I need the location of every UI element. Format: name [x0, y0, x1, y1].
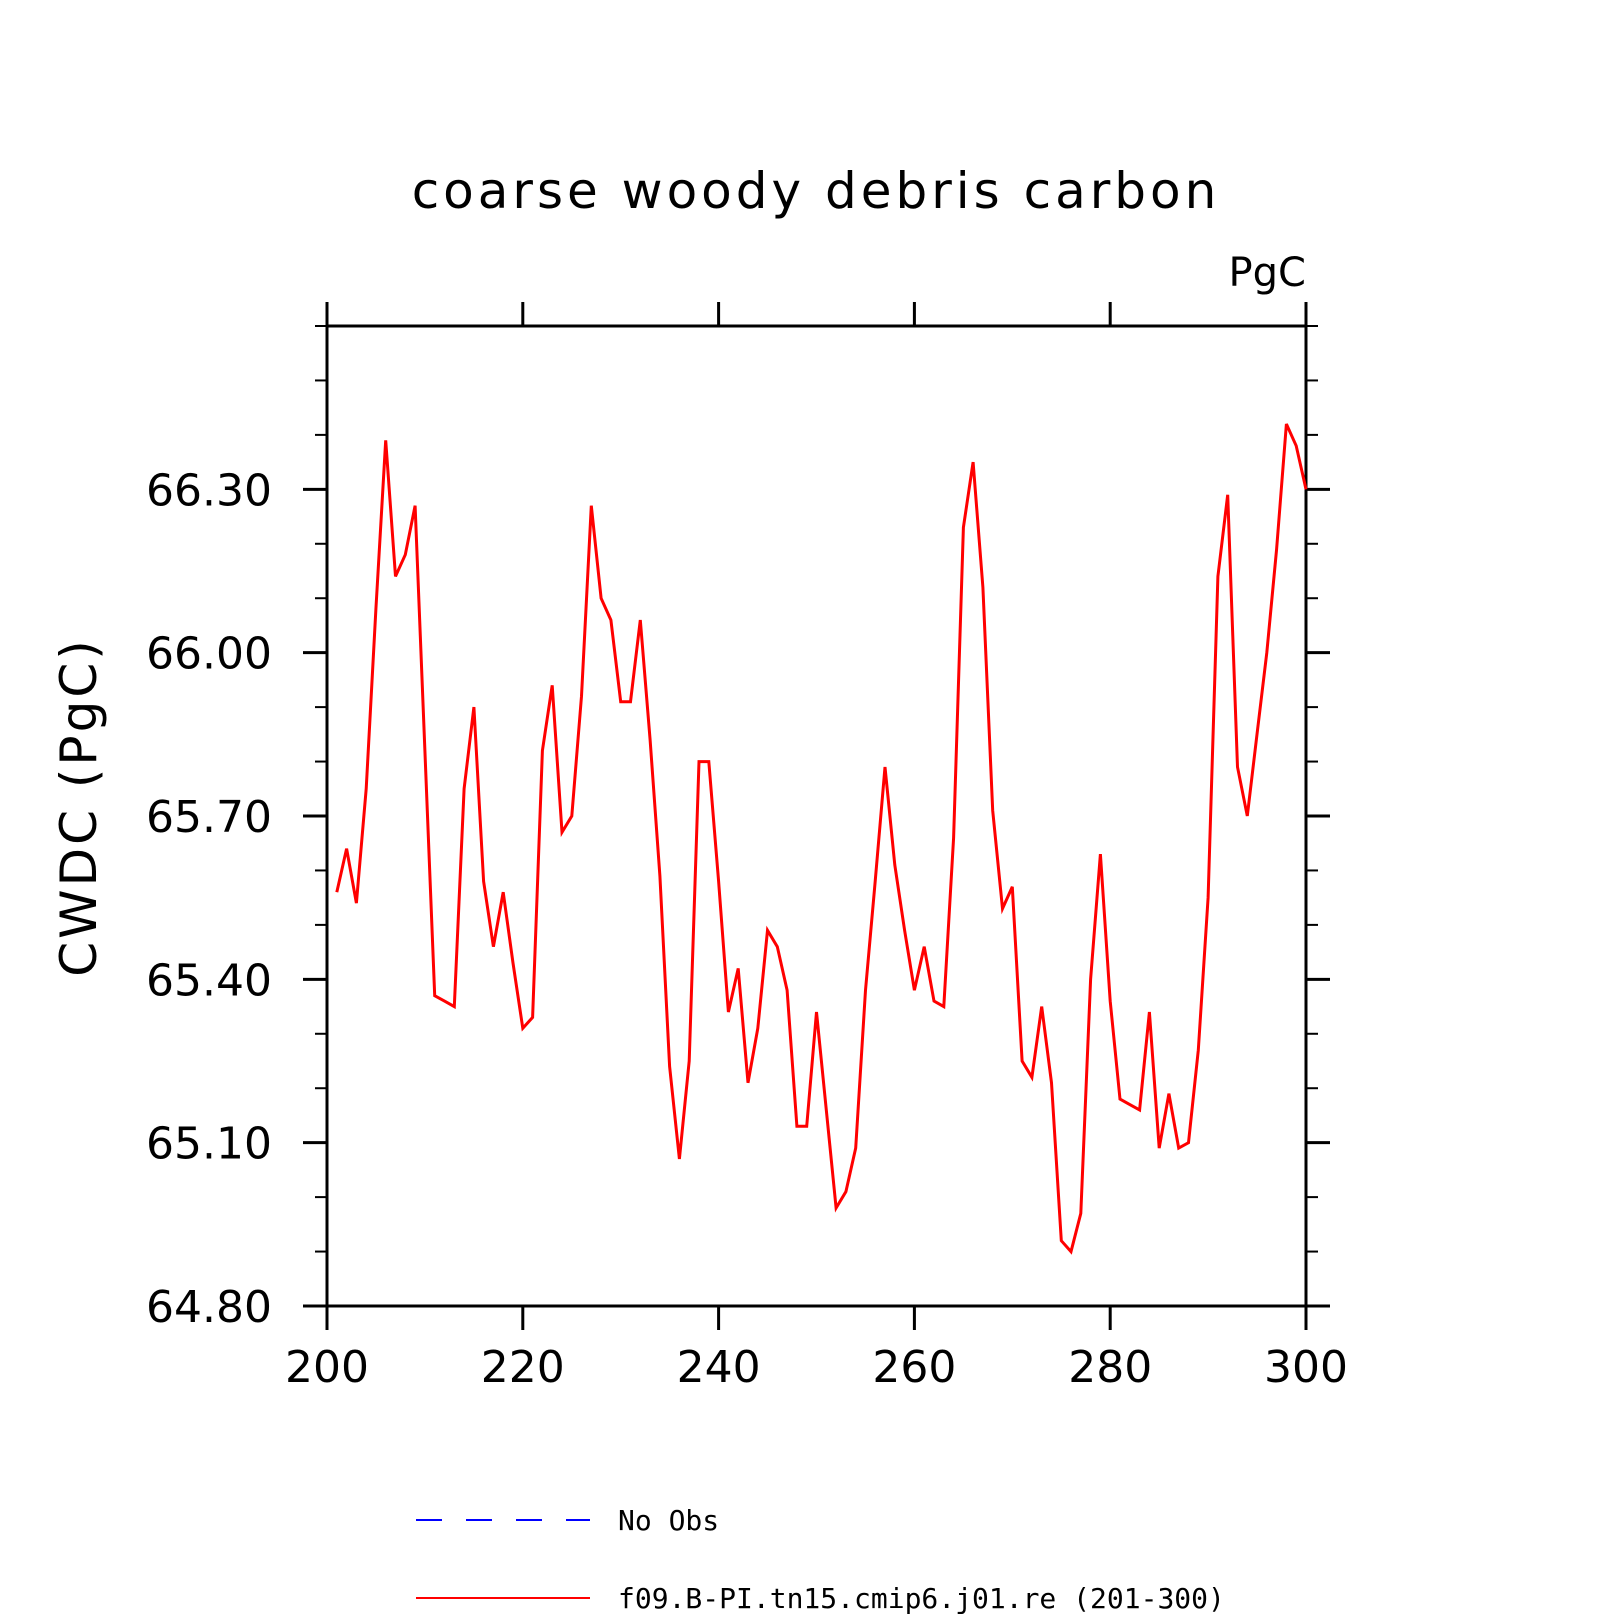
series-layer [335, 423, 1308, 1255]
legend: No Obs f09.B-PI.tn15.cmip6.j01.re (201-30… [416, 1504, 1225, 1615]
x-tick-label: 280 [1068, 1342, 1152, 1393]
x-tick-label: 240 [677, 1342, 761, 1393]
y-tick-label: 66.00 [146, 629, 272, 680]
x-tick-label: 220 [481, 1342, 565, 1393]
y-axis-label: CWDC (PgC) [50, 637, 108, 976]
legend-label-obs: No Obs [618, 1504, 719, 1537]
y-tick-label: 64.80 [146, 1282, 272, 1333]
units-label: PgC [1229, 250, 1306, 296]
y-tick-label: 65.70 [146, 792, 272, 843]
plot-frame [325, 324, 1308, 1308]
x-tick-label: 260 [872, 1342, 956, 1393]
y-tick-label: 65.40 [146, 955, 272, 1006]
chart-title: coarse woody debris carbon [412, 162, 1221, 220]
axes: 200 220 240 260 280 300 64.80 65.10 65.40 65.70 66… [146, 302, 1348, 1393]
y-tick-label: 65.10 [146, 1119, 272, 1170]
x-tick-label: 200 [285, 1342, 369, 1393]
y-tick-label: 66.30 [146, 465, 272, 516]
legend-label-model: f09.B-PI.tn15.cmip6.j01.re (201-300) [618, 1582, 1225, 1615]
x-tick-label: 300 [1264, 1342, 1348, 1393]
series-line-model [335, 423, 1308, 1255]
